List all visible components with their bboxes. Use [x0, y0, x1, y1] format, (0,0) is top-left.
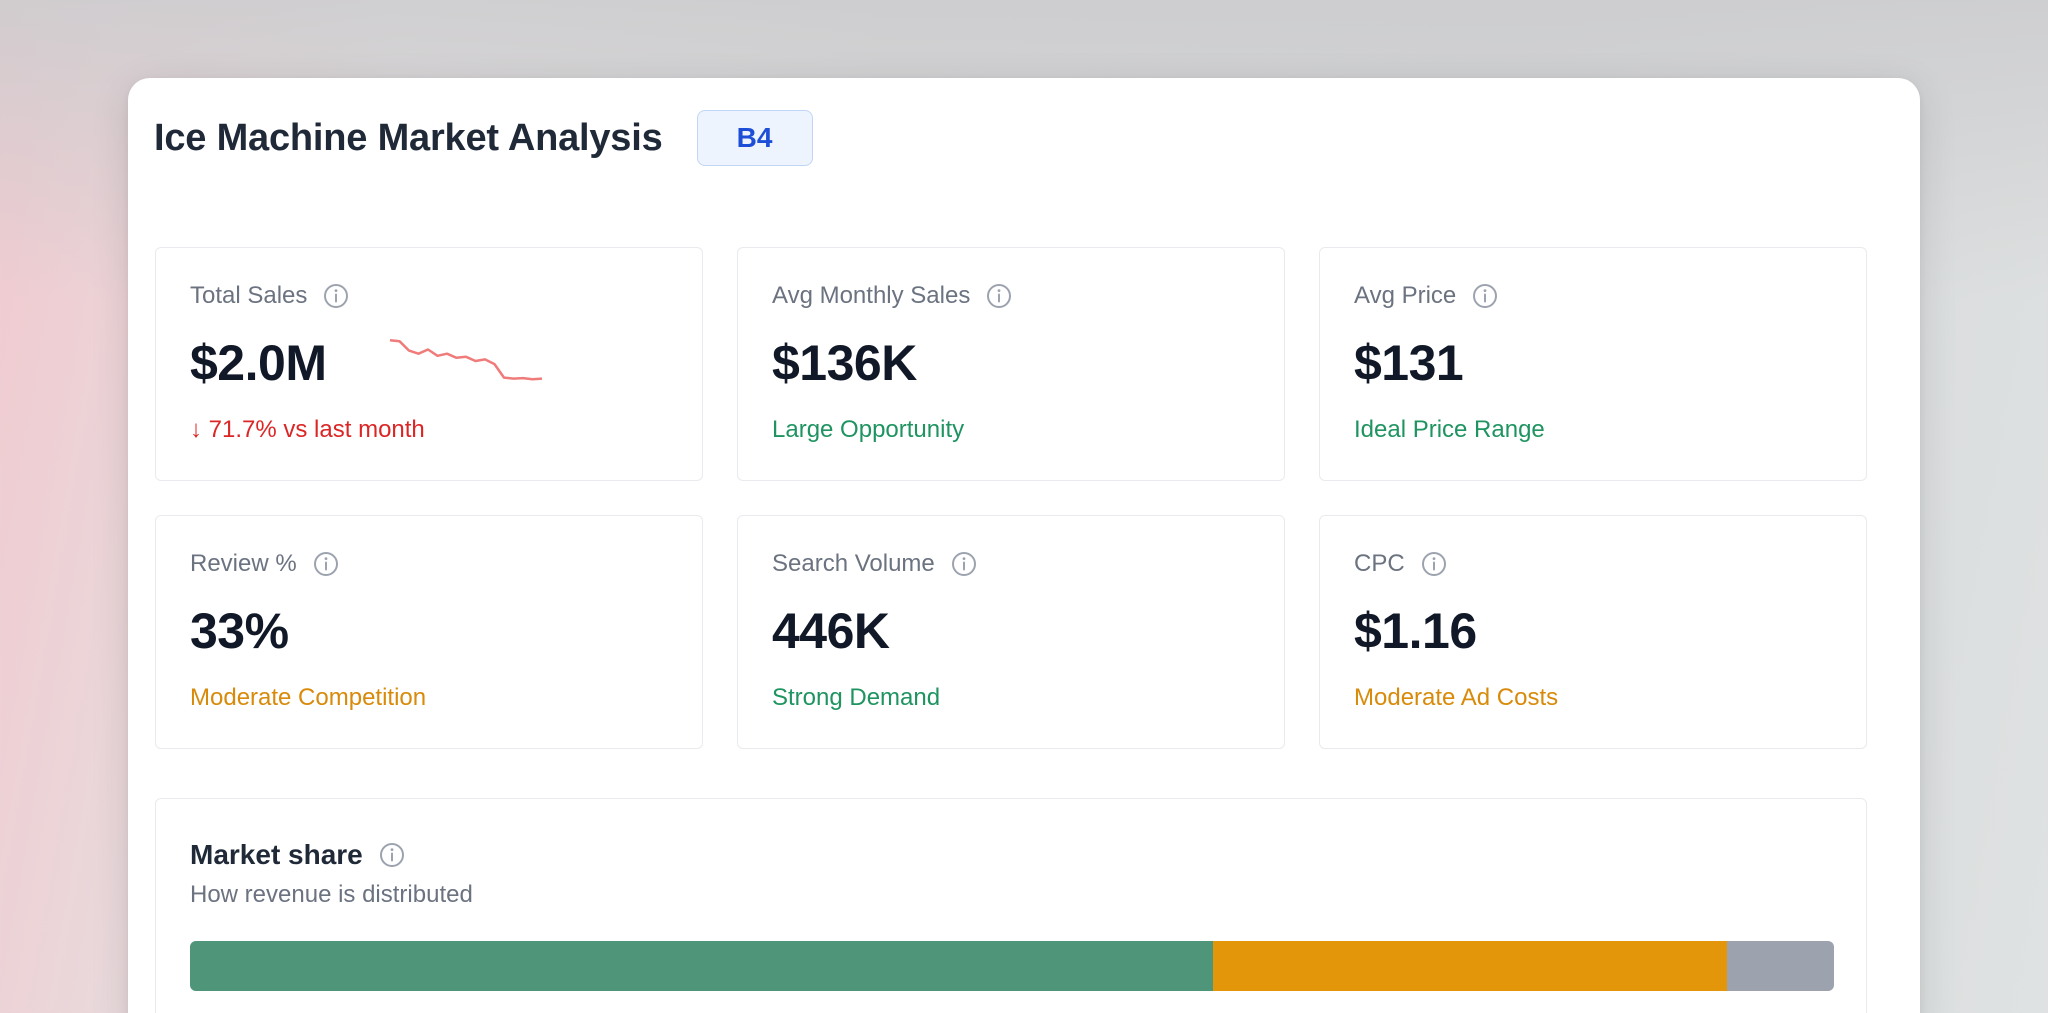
- metric-label: Avg Monthly Sales: [772, 282, 1012, 310]
- metric-label-text: Avg Price: [1354, 282, 1457, 309]
- metric-value: 446K: [772, 603, 890, 659]
- info-icon[interactable]: [313, 551, 339, 577]
- market-share-segment[interactable]: [1727, 941, 1834, 991]
- market-share-segment[interactable]: [1212, 941, 1728, 991]
- metric-card-avg-monthly-sales: Avg Monthly Sales $136K Large Opportunit…: [737, 247, 1285, 481]
- info-icon[interactable]: [986, 283, 1012, 309]
- metric-card-cpc: CPC $1.16 Moderate Ad Costs: [1319, 515, 1867, 749]
- metric-label: Search Volume: [772, 550, 977, 578]
- metric-value: $131: [1354, 335, 1464, 391]
- metric-label: Total Sales: [190, 282, 349, 310]
- analysis-panel: Ice Machine Market Analysis B4 Total Sal…: [128, 78, 1920, 1013]
- metric-status: Large Opportunity: [772, 416, 965, 443]
- metric-status: Moderate Competition: [190, 684, 427, 711]
- sparkline-line: [389, 338, 543, 381]
- metric-label: Avg Price: [1354, 282, 1498, 310]
- metric-label-text: Total Sales: [190, 282, 308, 309]
- market-share-segment[interactable]: [190, 941, 1213, 991]
- category-badge[interactable]: B4: [696, 110, 813, 166]
- sales-trend-sparkline: [389, 338, 543, 381]
- metric-card-review-percent: Review % 33% Moderate Competition: [155, 515, 703, 749]
- metric-status: Strong Demand: [772, 684, 941, 711]
- metric-card-total-sales: Total Sales $2.0M ↓ 71.7% vs last month: [155, 247, 703, 481]
- metric-label-text: Avg Monthly Sales: [772, 282, 971, 309]
- metric-status: Ideal Price Range: [1354, 416, 1545, 443]
- market-share-bar: [190, 941, 1834, 991]
- metric-value: $136K: [772, 335, 917, 391]
- market-share-heading: Market share: [190, 839, 405, 871]
- metric-label-text: Search Volume: [772, 550, 935, 577]
- market-share-card: Market share How revenue is distributed: [155, 798, 1867, 1013]
- metric-value: $2.0M: [190, 335, 327, 391]
- market-share-title: Market share: [190, 839, 363, 870]
- metric-label-text: Review %: [190, 550, 297, 577]
- panel-header: Ice Machine Market Analysis B4: [154, 110, 813, 166]
- metric-label: CPC: [1354, 550, 1447, 578]
- page-title: Ice Machine Market Analysis: [154, 116, 663, 159]
- metric-status: Moderate Ad Costs: [1354, 684, 1559, 711]
- info-icon[interactable]: [379, 842, 405, 868]
- metric-value: $1.16: [1354, 603, 1477, 659]
- info-icon[interactable]: [1421, 551, 1447, 577]
- metric-card-avg-price: Avg Price $131 Ideal Price Range: [1319, 247, 1867, 481]
- market-share-subtitle: How revenue is distributed: [190, 881, 473, 908]
- info-icon[interactable]: [1472, 283, 1498, 309]
- metric-label-text: CPC: [1354, 550, 1405, 577]
- metric-card-search-volume: Search Volume 446K Strong Demand: [737, 515, 1285, 749]
- info-icon[interactable]: [323, 283, 349, 309]
- metric-value: 33%: [190, 603, 289, 659]
- info-icon[interactable]: [951, 551, 977, 577]
- metrics-grid: Total Sales $2.0M ↓ 71.7% vs last month …: [155, 247, 1867, 749]
- metric-change: ↓ 71.7% vs last month: [190, 416, 425, 443]
- metric-label: Review %: [190, 550, 339, 578]
